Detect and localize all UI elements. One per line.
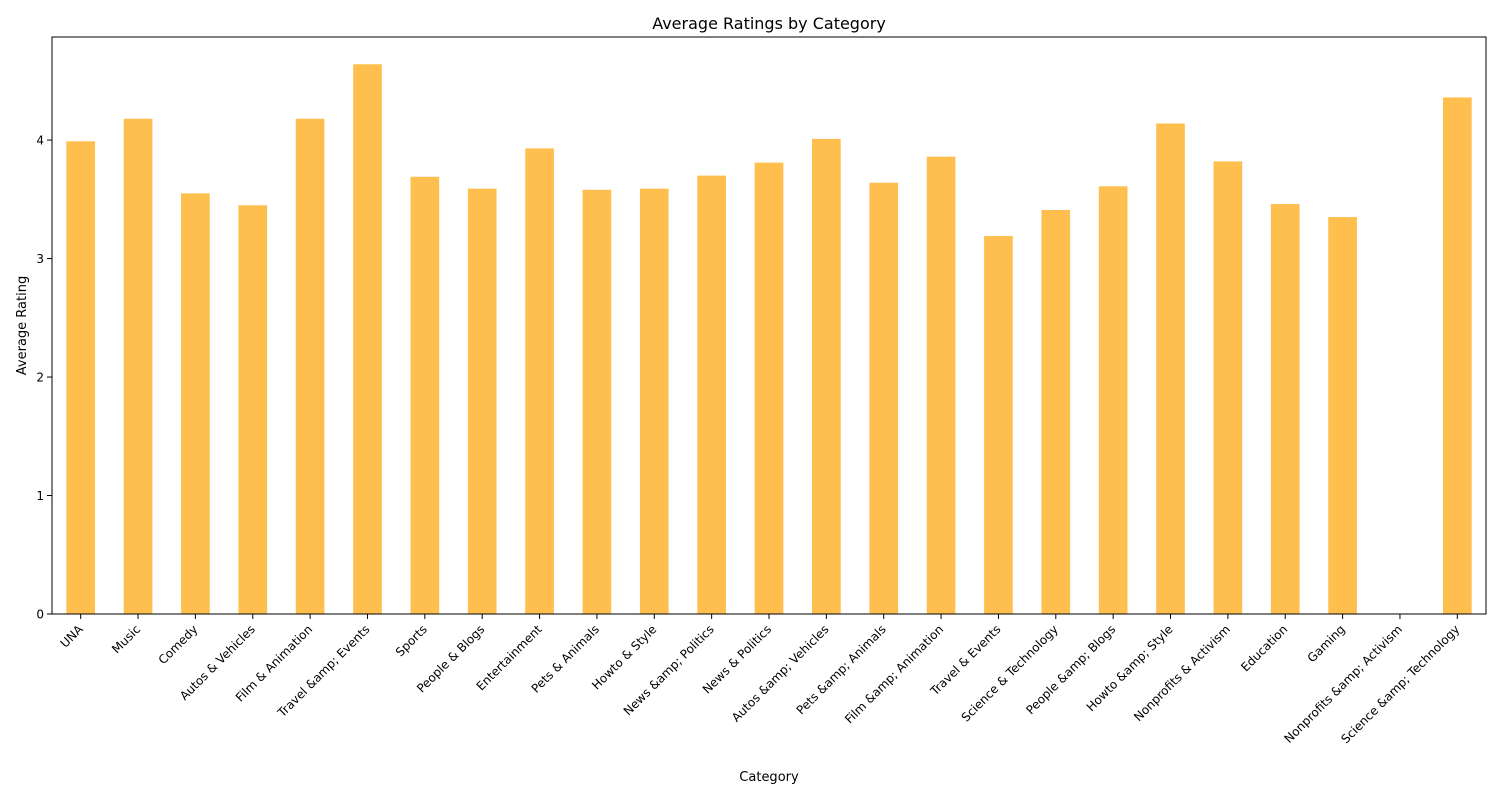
bar bbox=[984, 236, 1013, 614]
bar bbox=[1041, 209, 1071, 615]
bar bbox=[639, 188, 669, 614]
plot-frame bbox=[51, 36, 1487, 615]
bar bbox=[812, 138, 841, 614]
bar bbox=[66, 141, 96, 615]
y-tick-label: 2 bbox=[36, 371, 44, 385]
x-tick-label: Autos &amp; Vehicles bbox=[729, 622, 832, 725]
y-tick-label: 1 bbox=[36, 489, 44, 503]
y-tick-label: 0 bbox=[36, 608, 44, 622]
bar bbox=[123, 118, 153, 615]
bar bbox=[1328, 217, 1357, 615]
chart-title: Average Ratings by Category bbox=[652, 14, 886, 33]
bar bbox=[582, 189, 612, 614]
x-tick-label: Gaming bbox=[1305, 622, 1348, 665]
x-tick-label: Travel &amp; Events bbox=[274, 622, 372, 720]
x-tick-label: Nonprofits & Activism bbox=[1131, 622, 1233, 724]
bar bbox=[1442, 97, 1472, 614]
bars-layer bbox=[66, 64, 1472, 615]
bar bbox=[238, 205, 268, 614]
x-tick-label: Film &amp; Animation bbox=[842, 622, 946, 726]
bar bbox=[410, 176, 440, 614]
y-axis: 0 1 2 3 4 bbox=[36, 134, 52, 622]
x-tick-label: Nonprofits &amp; Activism bbox=[1281, 622, 1405, 746]
bar bbox=[525, 148, 554, 615]
y-tick-label: 4 bbox=[36, 134, 44, 148]
x-tick-label: Comedy bbox=[156, 622, 201, 667]
x-tick-label: UNA bbox=[58, 622, 87, 651]
x-tick-label: Music bbox=[109, 622, 143, 656]
bar bbox=[1156, 123, 1185, 615]
bar bbox=[467, 188, 497, 614]
bar bbox=[754, 162, 784, 614]
bar bbox=[295, 118, 325, 615]
bar bbox=[1270, 204, 1300, 614]
bar bbox=[869, 182, 899, 614]
x-axis-label: Category bbox=[739, 770, 799, 785]
y-axis-label: Average Rating bbox=[15, 276, 30, 375]
bar bbox=[697, 175, 726, 614]
x-tick-label: Education bbox=[1238, 622, 1290, 674]
bar bbox=[181, 193, 210, 614]
y-tick-label: 3 bbox=[36, 252, 44, 266]
x-tick-label: Sports bbox=[393, 622, 430, 659]
bar bbox=[926, 156, 956, 615]
bar bbox=[1213, 161, 1243, 614]
bar bbox=[1098, 186, 1128, 615]
x-tick-label: Science &amp; Technology bbox=[1338, 622, 1462, 746]
x-tick-label: Science & Technology bbox=[959, 622, 1061, 724]
bar bbox=[353, 64, 382, 615]
